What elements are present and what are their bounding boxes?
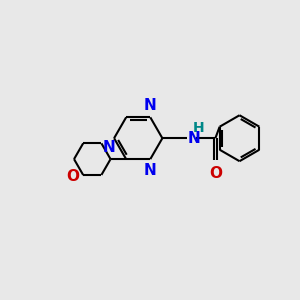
Text: H: H bbox=[193, 121, 204, 135]
Text: O: O bbox=[67, 169, 80, 184]
Text: N: N bbox=[144, 163, 157, 178]
Text: O: O bbox=[209, 166, 222, 181]
Text: N: N bbox=[144, 98, 157, 113]
Text: N: N bbox=[188, 131, 201, 146]
Text: N: N bbox=[103, 140, 116, 155]
